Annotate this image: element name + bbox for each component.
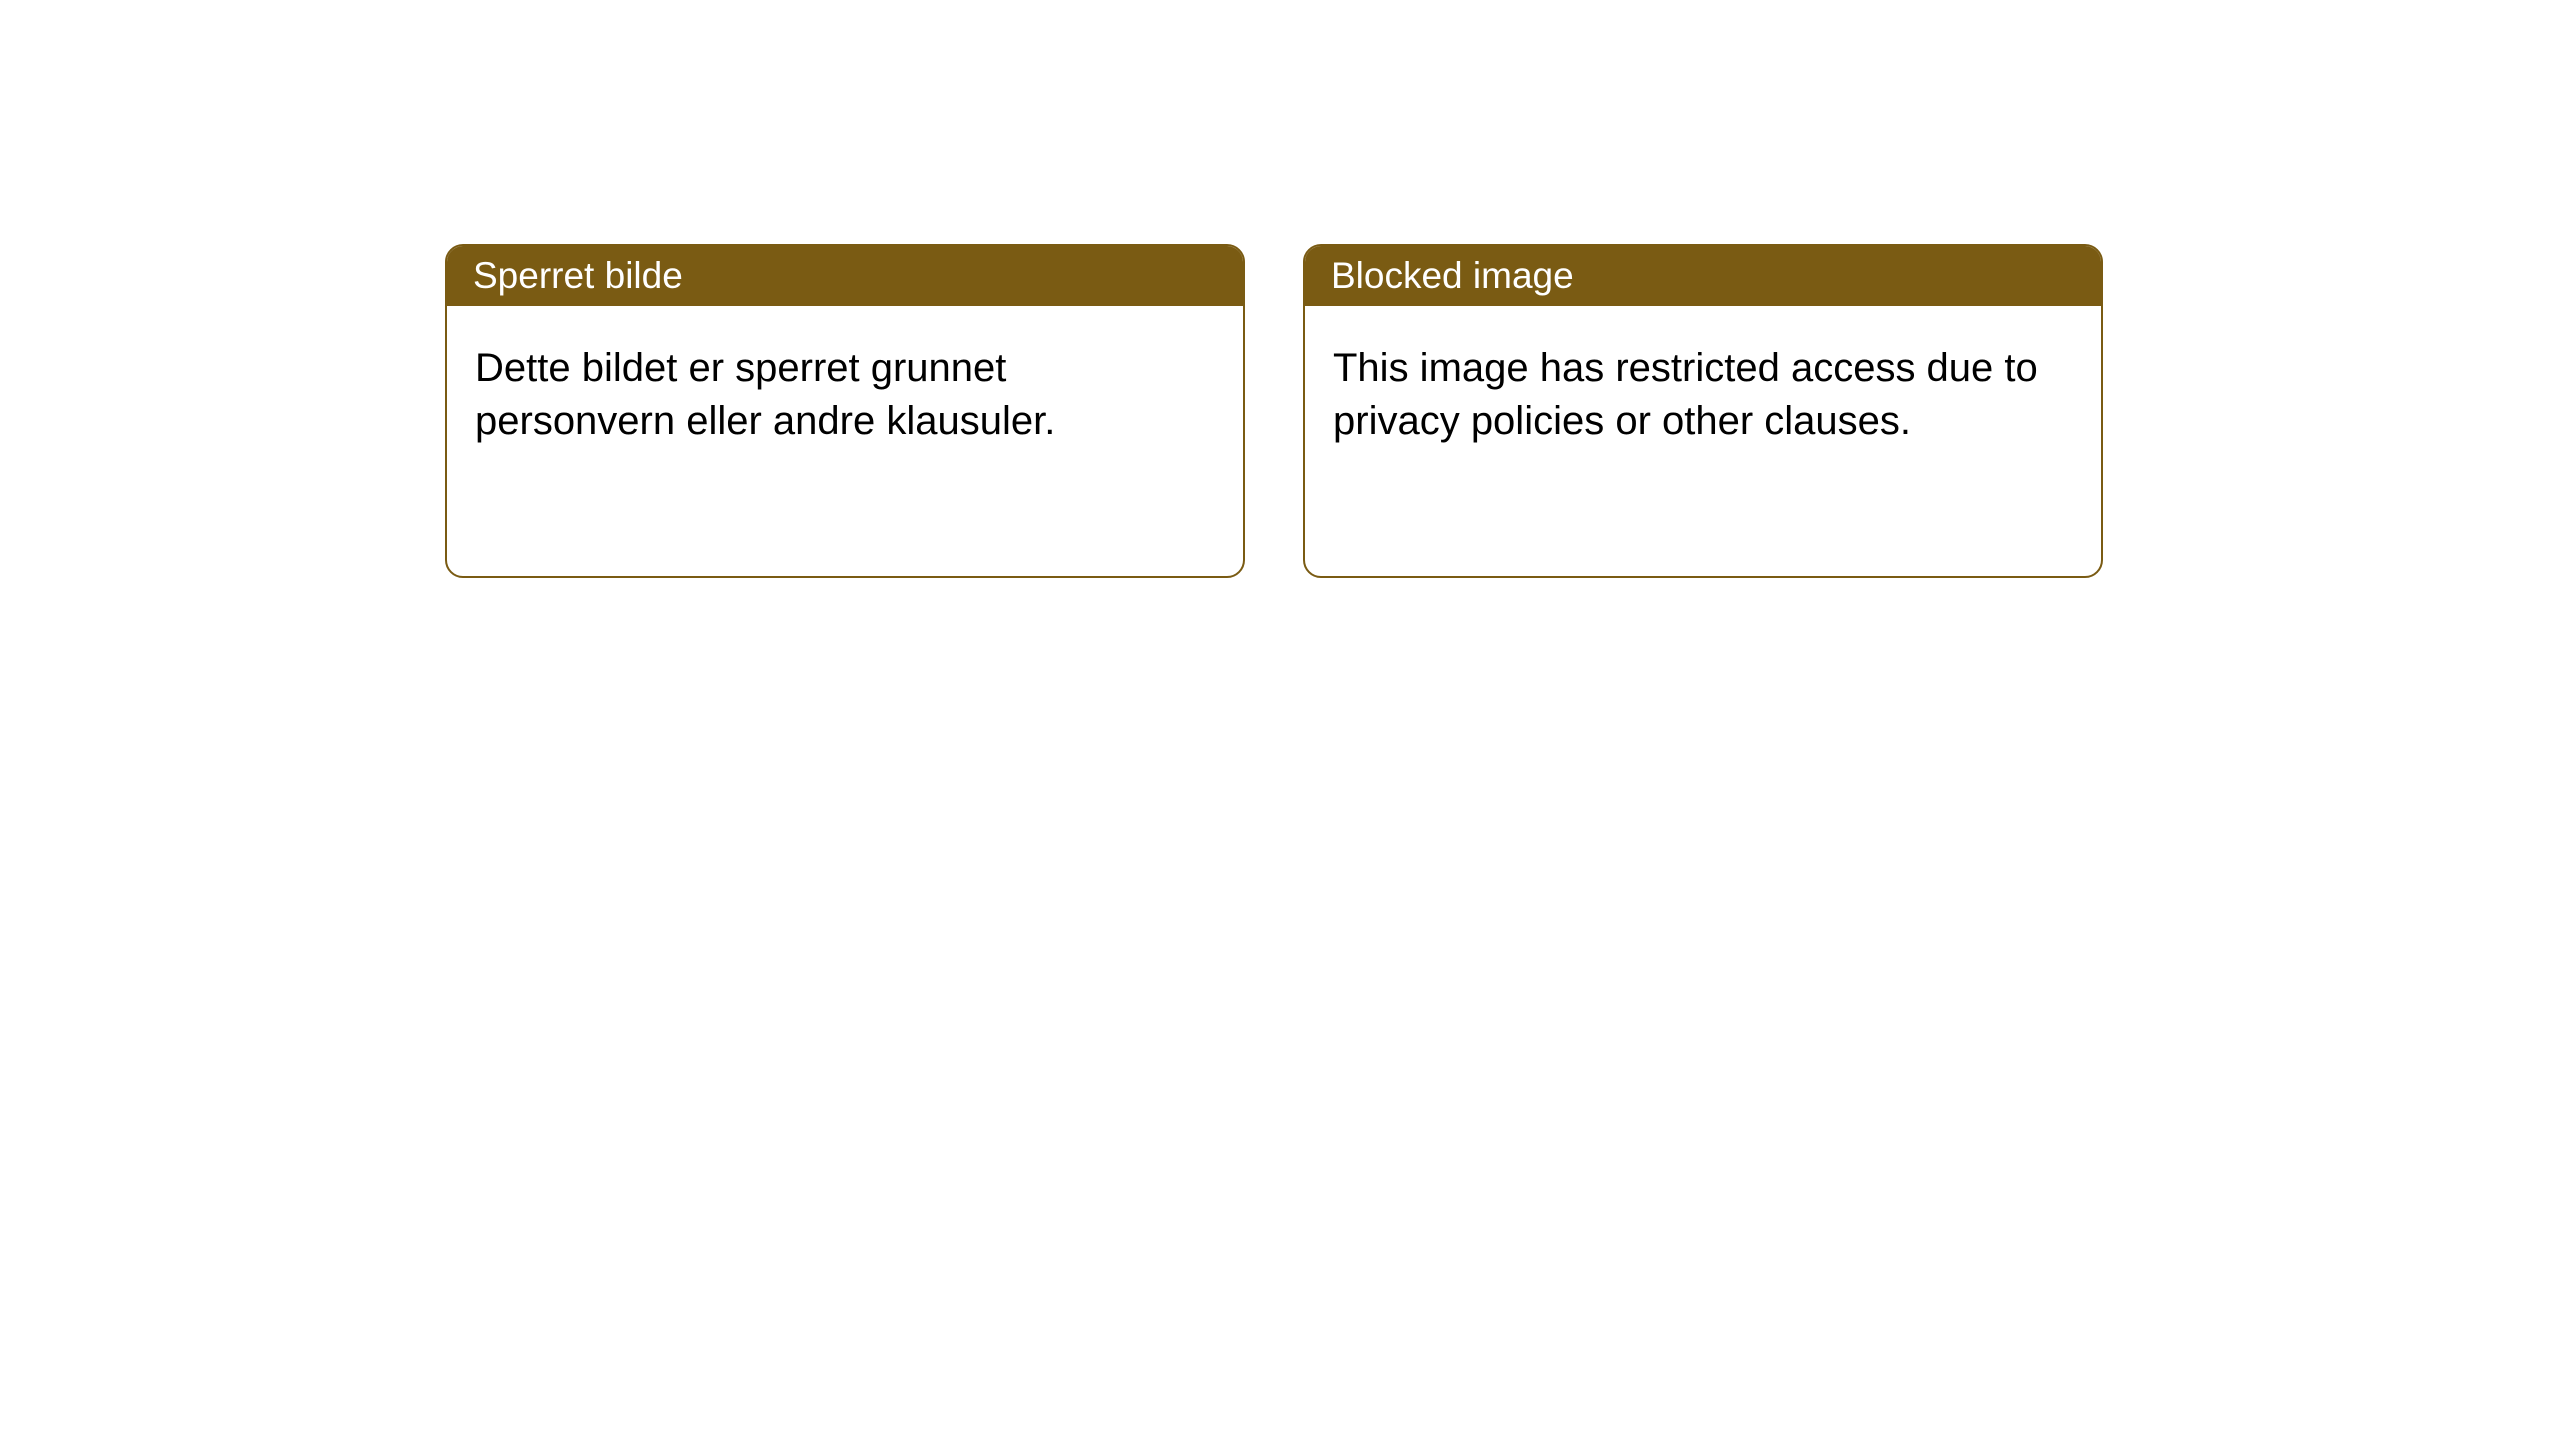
notice-body: This image has restricted access due to … [1305, 306, 2101, 484]
notice-container: Sperret bilde Dette bildet er sperret gr… [0, 0, 2560, 578]
notice-box-norwegian: Sperret bilde Dette bildet er sperret gr… [445, 244, 1245, 578]
notice-title: Sperret bilde [473, 255, 683, 297]
notice-header: Blocked image [1305, 246, 2101, 306]
notice-body: Dette bildet er sperret grunnet personve… [447, 306, 1243, 484]
notice-box-english: Blocked image This image has restricted … [1303, 244, 2103, 578]
notice-body-text: Dette bildet er sperret grunnet personve… [475, 346, 1055, 443]
notice-body-text: This image has restricted access due to … [1333, 346, 2038, 443]
notice-header: Sperret bilde [447, 246, 1243, 306]
notice-title: Blocked image [1331, 255, 1574, 297]
